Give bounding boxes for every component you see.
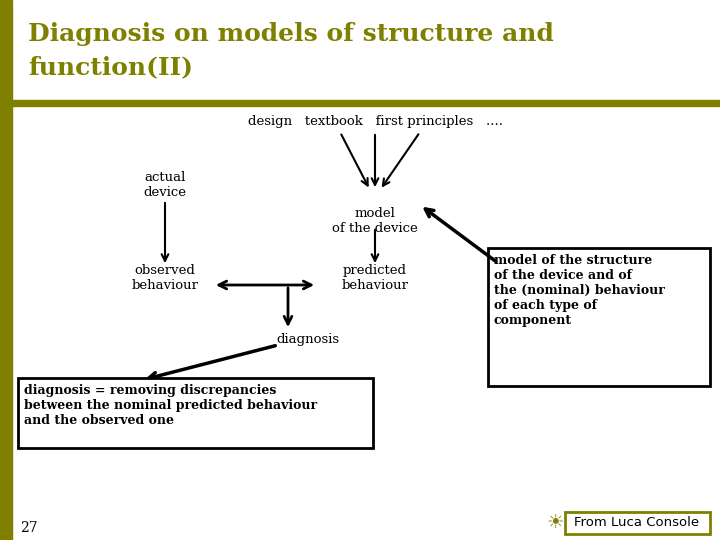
Bar (0, 0, 12, 540)
Text: Diagnosis on models of structure and: Diagnosis on models of structure and (28, 22, 554, 46)
Text: function(II): function(II) (28, 55, 193, 79)
Text: 27: 27 (20, 521, 37, 535)
Text: diagnosis: diagnosis (276, 334, 340, 347)
Text: actual
device: actual device (143, 171, 186, 199)
Bar (488, 248, 710, 386)
Text: From Luca Console: From Luca Console (575, 516, 700, 530)
Text: diagnosis = removing discrepancies
between the nominal predicted behaviour
and t: diagnosis = removing discrepancies betwe… (24, 384, 317, 427)
Bar (12, 100, 720, 106)
Text: model
of the device: model of the device (332, 207, 418, 235)
Text: predicted
behaviour: predicted behaviour (341, 264, 408, 292)
Text: design   textbook   first principles   ....: design textbook first principles .... (248, 116, 503, 129)
Text: model of the structure
of the device and of
the (nominal) behaviour
of each type: model of the structure of the device and… (494, 254, 665, 327)
Text: observed
behaviour: observed behaviour (132, 264, 199, 292)
Bar (18, 378, 373, 448)
Text: ☀: ☀ (546, 514, 564, 532)
Bar (565, 512, 710, 534)
